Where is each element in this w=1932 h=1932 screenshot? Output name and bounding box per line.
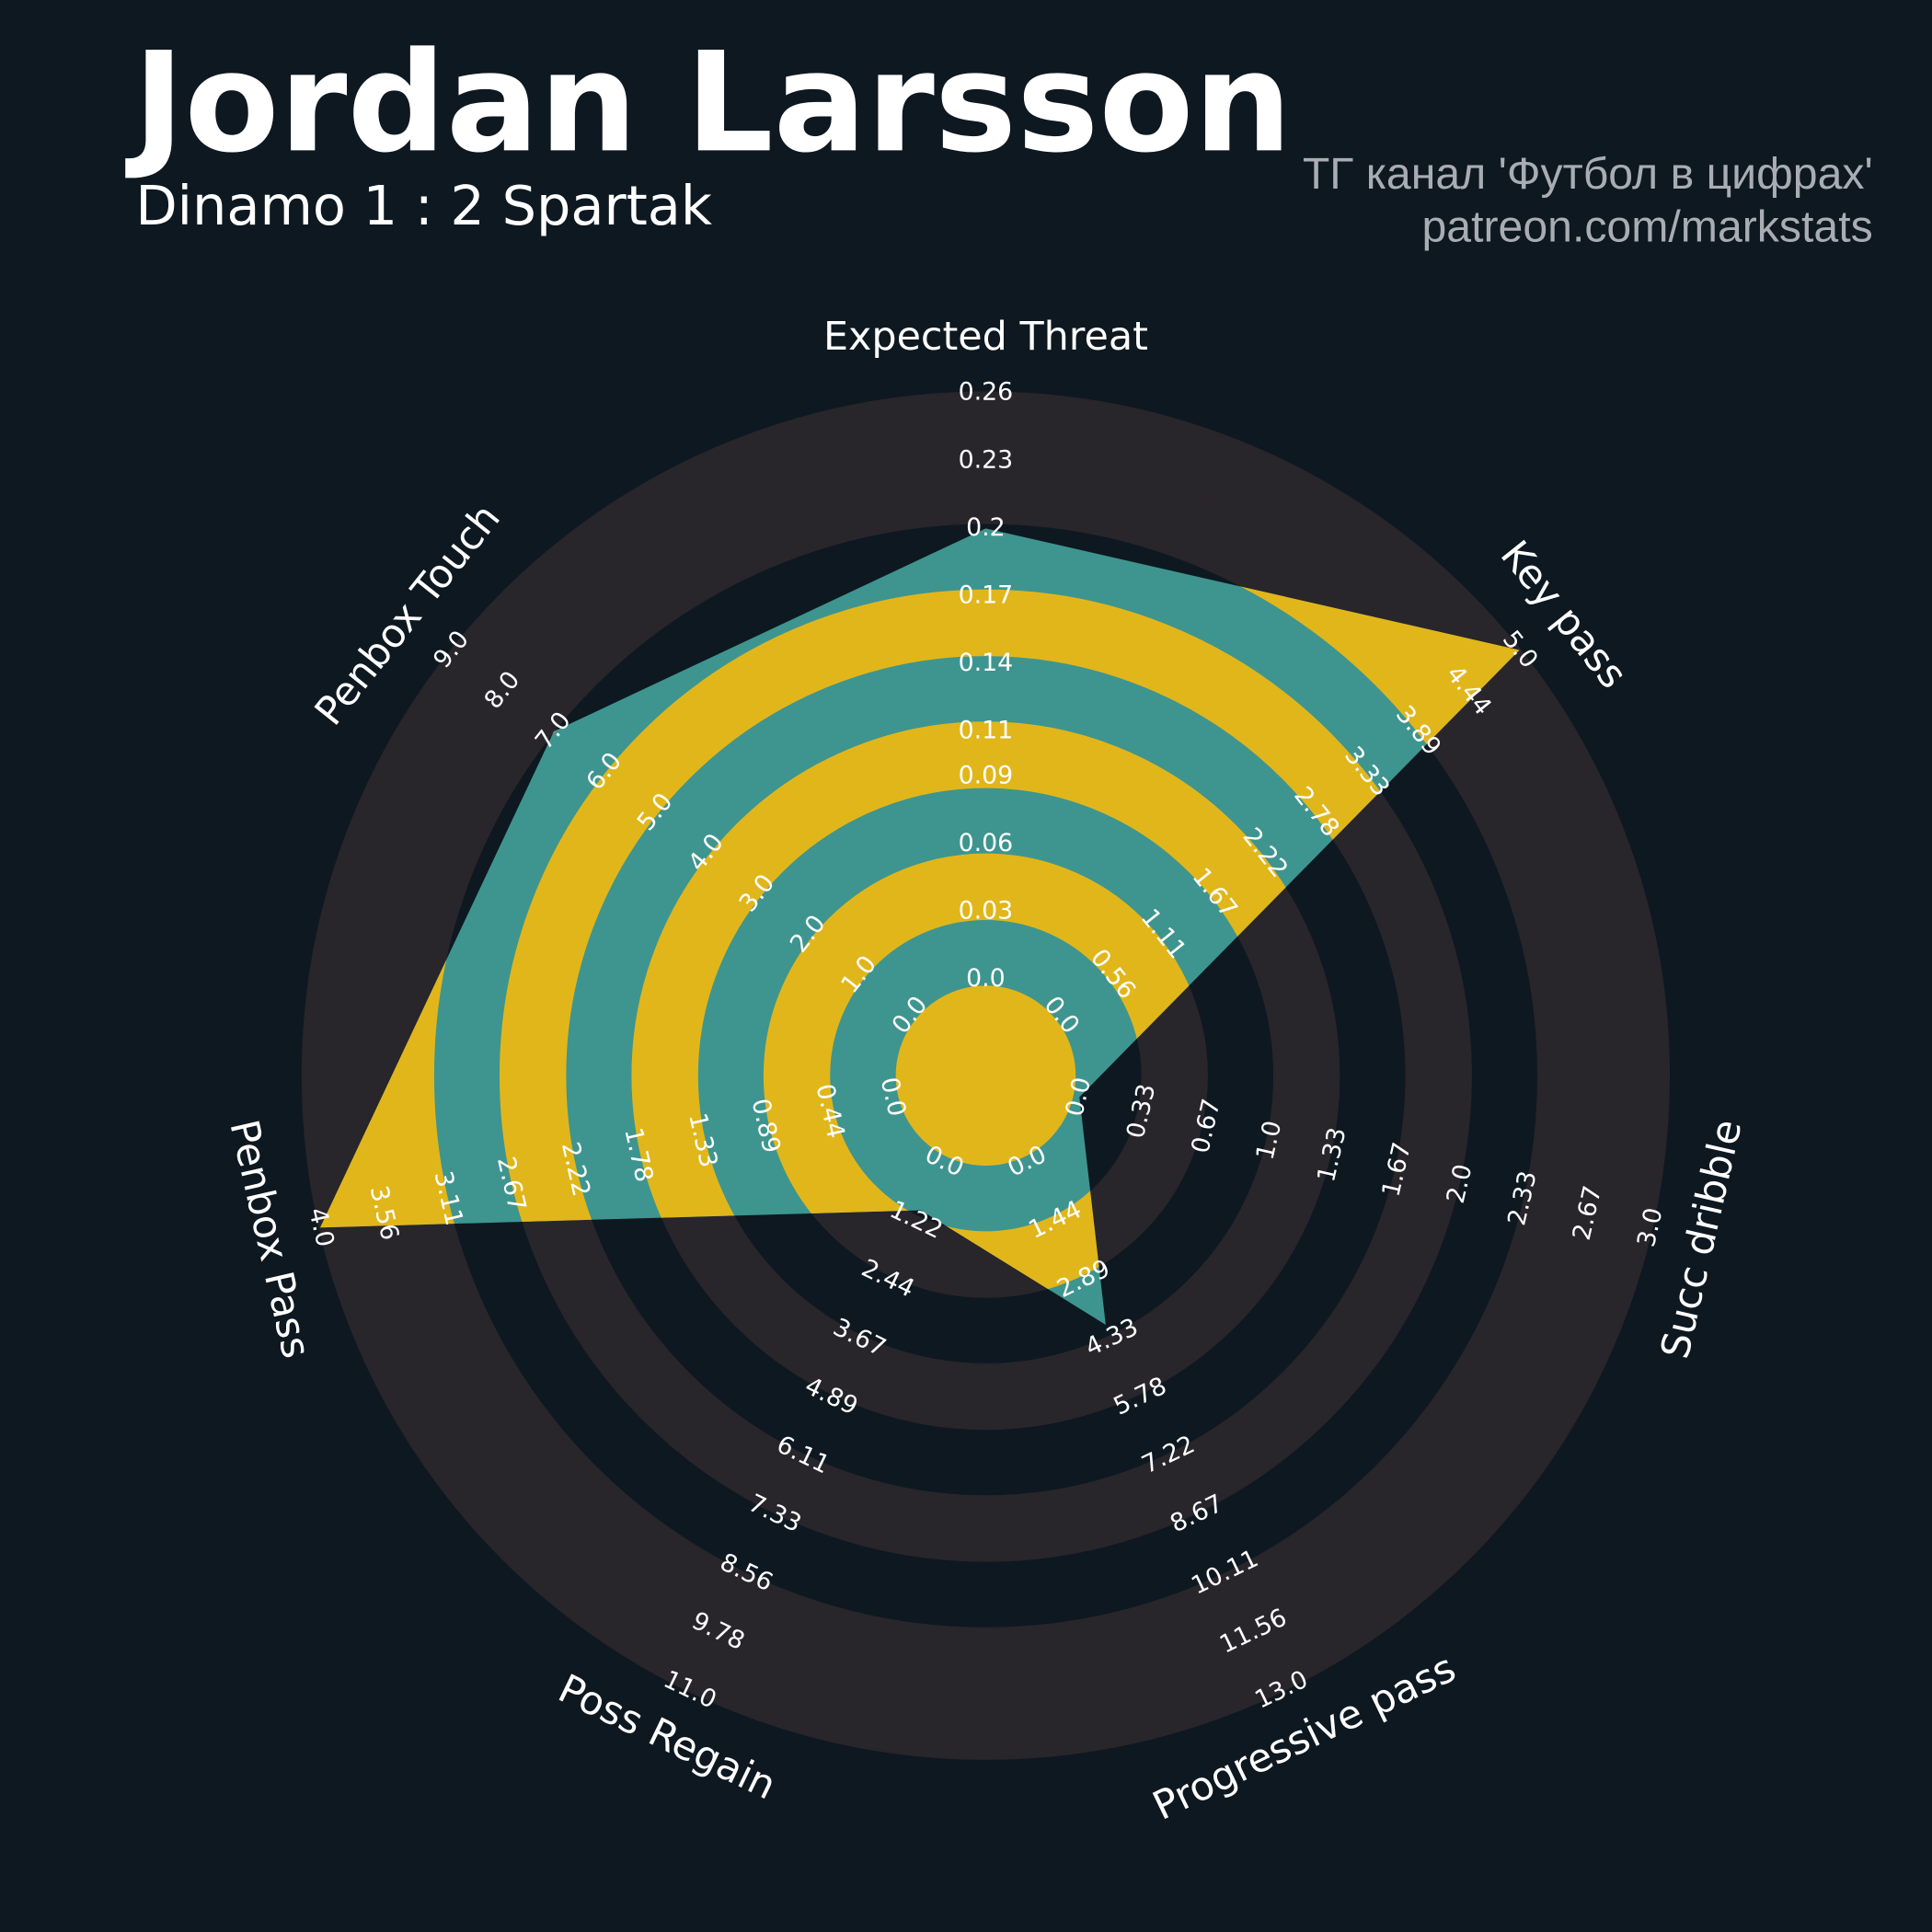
ring	[367, 528, 1520, 1326]
chart-title: Jordan Larsson	[125, 23, 1293, 183]
tick-label: 0.11	[959, 717, 1014, 745]
tick-label: 0.06	[959, 829, 1014, 857]
param-label: Expected Threat	[823, 314, 1148, 360]
tick-label: 0.0	[966, 964, 1006, 993]
ring	[301, 391, 1671, 1760]
tick-label: 0.09	[959, 762, 1014, 790]
center-circle	[895, 985, 1076, 1166]
tick-label: 0.26	[959, 378, 1014, 407]
credit: patreon.com/markstats	[1421, 202, 1872, 252]
tick-label: 0.17	[959, 581, 1014, 609]
credit: ТГ канал 'Футбол в цифрах'	[1303, 149, 1873, 199]
chart-subtitle: Dinamo 1 : 2 Spartak	[135, 174, 712, 237]
tick-label: 0.23	[959, 445, 1014, 474]
tick-label: 0.2	[966, 513, 1006, 542]
tick-label: 0.14	[959, 649, 1014, 677]
tick-label: 0.03	[959, 897, 1014, 926]
